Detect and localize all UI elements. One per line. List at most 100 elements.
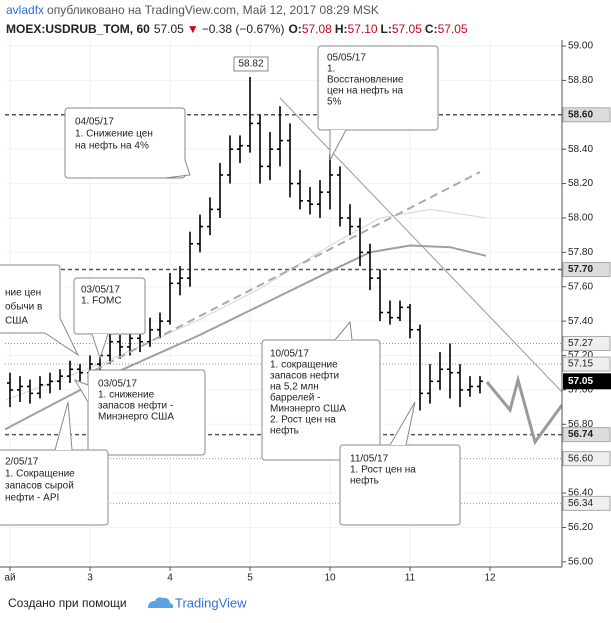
footer-text: Создано при помощи bbox=[8, 596, 127, 610]
last-price-box bbox=[563, 373, 611, 390]
callout-pointer bbox=[91, 333, 109, 360]
x-tick-label: 4 bbox=[167, 573, 173, 584]
callout-box bbox=[73, 277, 146, 335]
y-tick-label: 57.40 bbox=[568, 316, 593, 327]
callout-text: 1. Снижение цен bbox=[75, 129, 153, 140]
author: avladfx bbox=[6, 3, 44, 17]
y-tick-label: 57.60 bbox=[568, 281, 593, 292]
level-label-box bbox=[562, 427, 611, 443]
callout-text: цен на нефть на bbox=[327, 85, 404, 97]
tradingview-logo bbox=[148, 597, 174, 608]
callout-text: 03/05/17 bbox=[98, 379, 137, 390]
callout-text: 03/05/17 bbox=[81, 285, 120, 296]
callout-text: 5% bbox=[327, 97, 342, 108]
level-label-box bbox=[562, 107, 611, 123]
x-tick-label: 11 bbox=[405, 573, 416, 584]
callout-text: обычи в bbox=[5, 301, 42, 313]
trend-line bbox=[279, 97, 562, 393]
y-tick-label: 58.40 bbox=[568, 144, 593, 155]
callout-pointer bbox=[334, 320, 353, 341]
callout-text: запасов нефти bbox=[270, 370, 339, 382]
callout-text: 2/05/17 bbox=[5, 457, 39, 468]
callout-pointer bbox=[44, 317, 80, 357]
level-label: 57.15 bbox=[568, 359, 593, 370]
x-tick-label: 10 bbox=[324, 573, 336, 584]
callout-text: 11/05/17 bbox=[350, 454, 389, 465]
callout-text: 10/05/17 bbox=[270, 349, 309, 360]
ohlc-key: L: bbox=[381, 22, 392, 36]
level-label: 56.60 bbox=[568, 453, 593, 464]
ohlc-value: 57.08 bbox=[302, 22, 332, 36]
callout-text: 05/05/17 bbox=[327, 53, 366, 64]
callout-pointer-fill bbox=[55, 402, 72, 450]
callout-box bbox=[0, 449, 109, 526]
level-label-box bbox=[562, 335, 611, 351]
plot-area: 58.82 bbox=[4, 56, 488, 431]
x-tick-label: 3 bbox=[87, 573, 93, 584]
ohlc-key: O: bbox=[288, 22, 301, 36]
y-axis-background bbox=[562, 40, 611, 567]
callout-box bbox=[87, 369, 206, 456]
price: 57.05 bbox=[154, 22, 184, 36]
callout-pointer-fill bbox=[92, 334, 108, 358]
callout-text: нефти - API bbox=[5, 492, 59, 504]
callout-text: нефть bbox=[350, 475, 379, 487]
y-tick-label: 57.00 bbox=[568, 385, 593, 396]
peak-label: 58.82 bbox=[238, 59, 263, 70]
header-line-2: MOEX:USDRUB_TOM, 60 57.05 ▼ −0.38 (−0.67%) O… bbox=[6, 22, 468, 36]
callout-pointer-fill bbox=[165, 160, 190, 178]
ohlc-key: H: bbox=[335, 22, 348, 36]
callout-pointer bbox=[329, 129, 347, 161]
y-tick-label: 58.20 bbox=[568, 178, 593, 189]
published: опубликовано на TradingView.com, Май 12,… bbox=[47, 3, 379, 17]
y-tick-label: 59.00 bbox=[568, 41, 593, 52]
x-tick-label: 12 bbox=[484, 573, 496, 584]
level-label-box bbox=[562, 451, 611, 467]
y-tick-label: 58.80 bbox=[568, 75, 593, 86]
callout-text: на 5,2 млн bbox=[270, 382, 319, 393]
callout-box bbox=[317, 45, 439, 131]
callout-text: ние цен bbox=[5, 288, 41, 299]
callout-text: 1. Сокращение bbox=[5, 469, 75, 480]
change: −0.38 (−0.67%) bbox=[202, 22, 285, 36]
level-label: 57.27 bbox=[568, 338, 593, 349]
axes: 59.00 58.80 58.40 58.20 58.00 57.80 57.60 57.40… bbox=[0, 40, 611, 587]
callout-text: США bbox=[5, 316, 28, 327]
y-tick-label: 57.20 bbox=[568, 350, 593, 361]
level-label: 56.34 bbox=[568, 498, 593, 509]
moving-average bbox=[4, 244, 487, 431]
callout-text: запасов нефти - bbox=[98, 400, 173, 412]
callout-text: 04/05/17 bbox=[75, 117, 114, 128]
level-label-box bbox=[562, 262, 611, 278]
callout-pointer bbox=[389, 401, 416, 446]
footer-brand: TradingView bbox=[175, 595, 247, 610]
callout-text: 1. сокращение bbox=[270, 360, 338, 371]
arrow: ▼ bbox=[187, 22, 199, 36]
level-label: 58.60 bbox=[568, 109, 593, 120]
ohlc-key: C: bbox=[425, 22, 438, 36]
y-tick-label: 56.20 bbox=[568, 522, 593, 533]
level-label-box bbox=[562, 495, 611, 511]
callout-pointer bbox=[73, 379, 89, 403]
level-label: 57.70 bbox=[568, 264, 593, 275]
callout-text: запасов сырой bbox=[5, 481, 74, 492]
callout-text: на нефть на 4% bbox=[75, 140, 149, 152]
last-price-label: 57.05 bbox=[568, 376, 593, 387]
callout-text: 1. снижение bbox=[98, 390, 155, 401]
y-tick-label: 56.40 bbox=[568, 488, 593, 499]
callout-pointer bbox=[164, 159, 191, 179]
x-axis-background bbox=[0, 567, 611, 587]
level-label: 56.74 bbox=[568, 429, 593, 440]
y-tick-label: 58.00 bbox=[568, 213, 593, 224]
y-tick-label: 57.80 bbox=[568, 247, 593, 258]
callout-text: нефть bbox=[270, 425, 299, 437]
header-line-1: avladfx опубликовано на TradingView.com, … bbox=[6, 3, 379, 17]
callout-text: 1. Рост цен на bbox=[350, 465, 416, 476]
callout-text: 1. FOMC bbox=[81, 296, 122, 307]
projection-line bbox=[485, 374, 562, 446]
callout-text: Минэнерго США bbox=[270, 404, 346, 415]
y-tick-label: 56.80 bbox=[568, 419, 593, 430]
level-label-box bbox=[562, 356, 611, 372]
